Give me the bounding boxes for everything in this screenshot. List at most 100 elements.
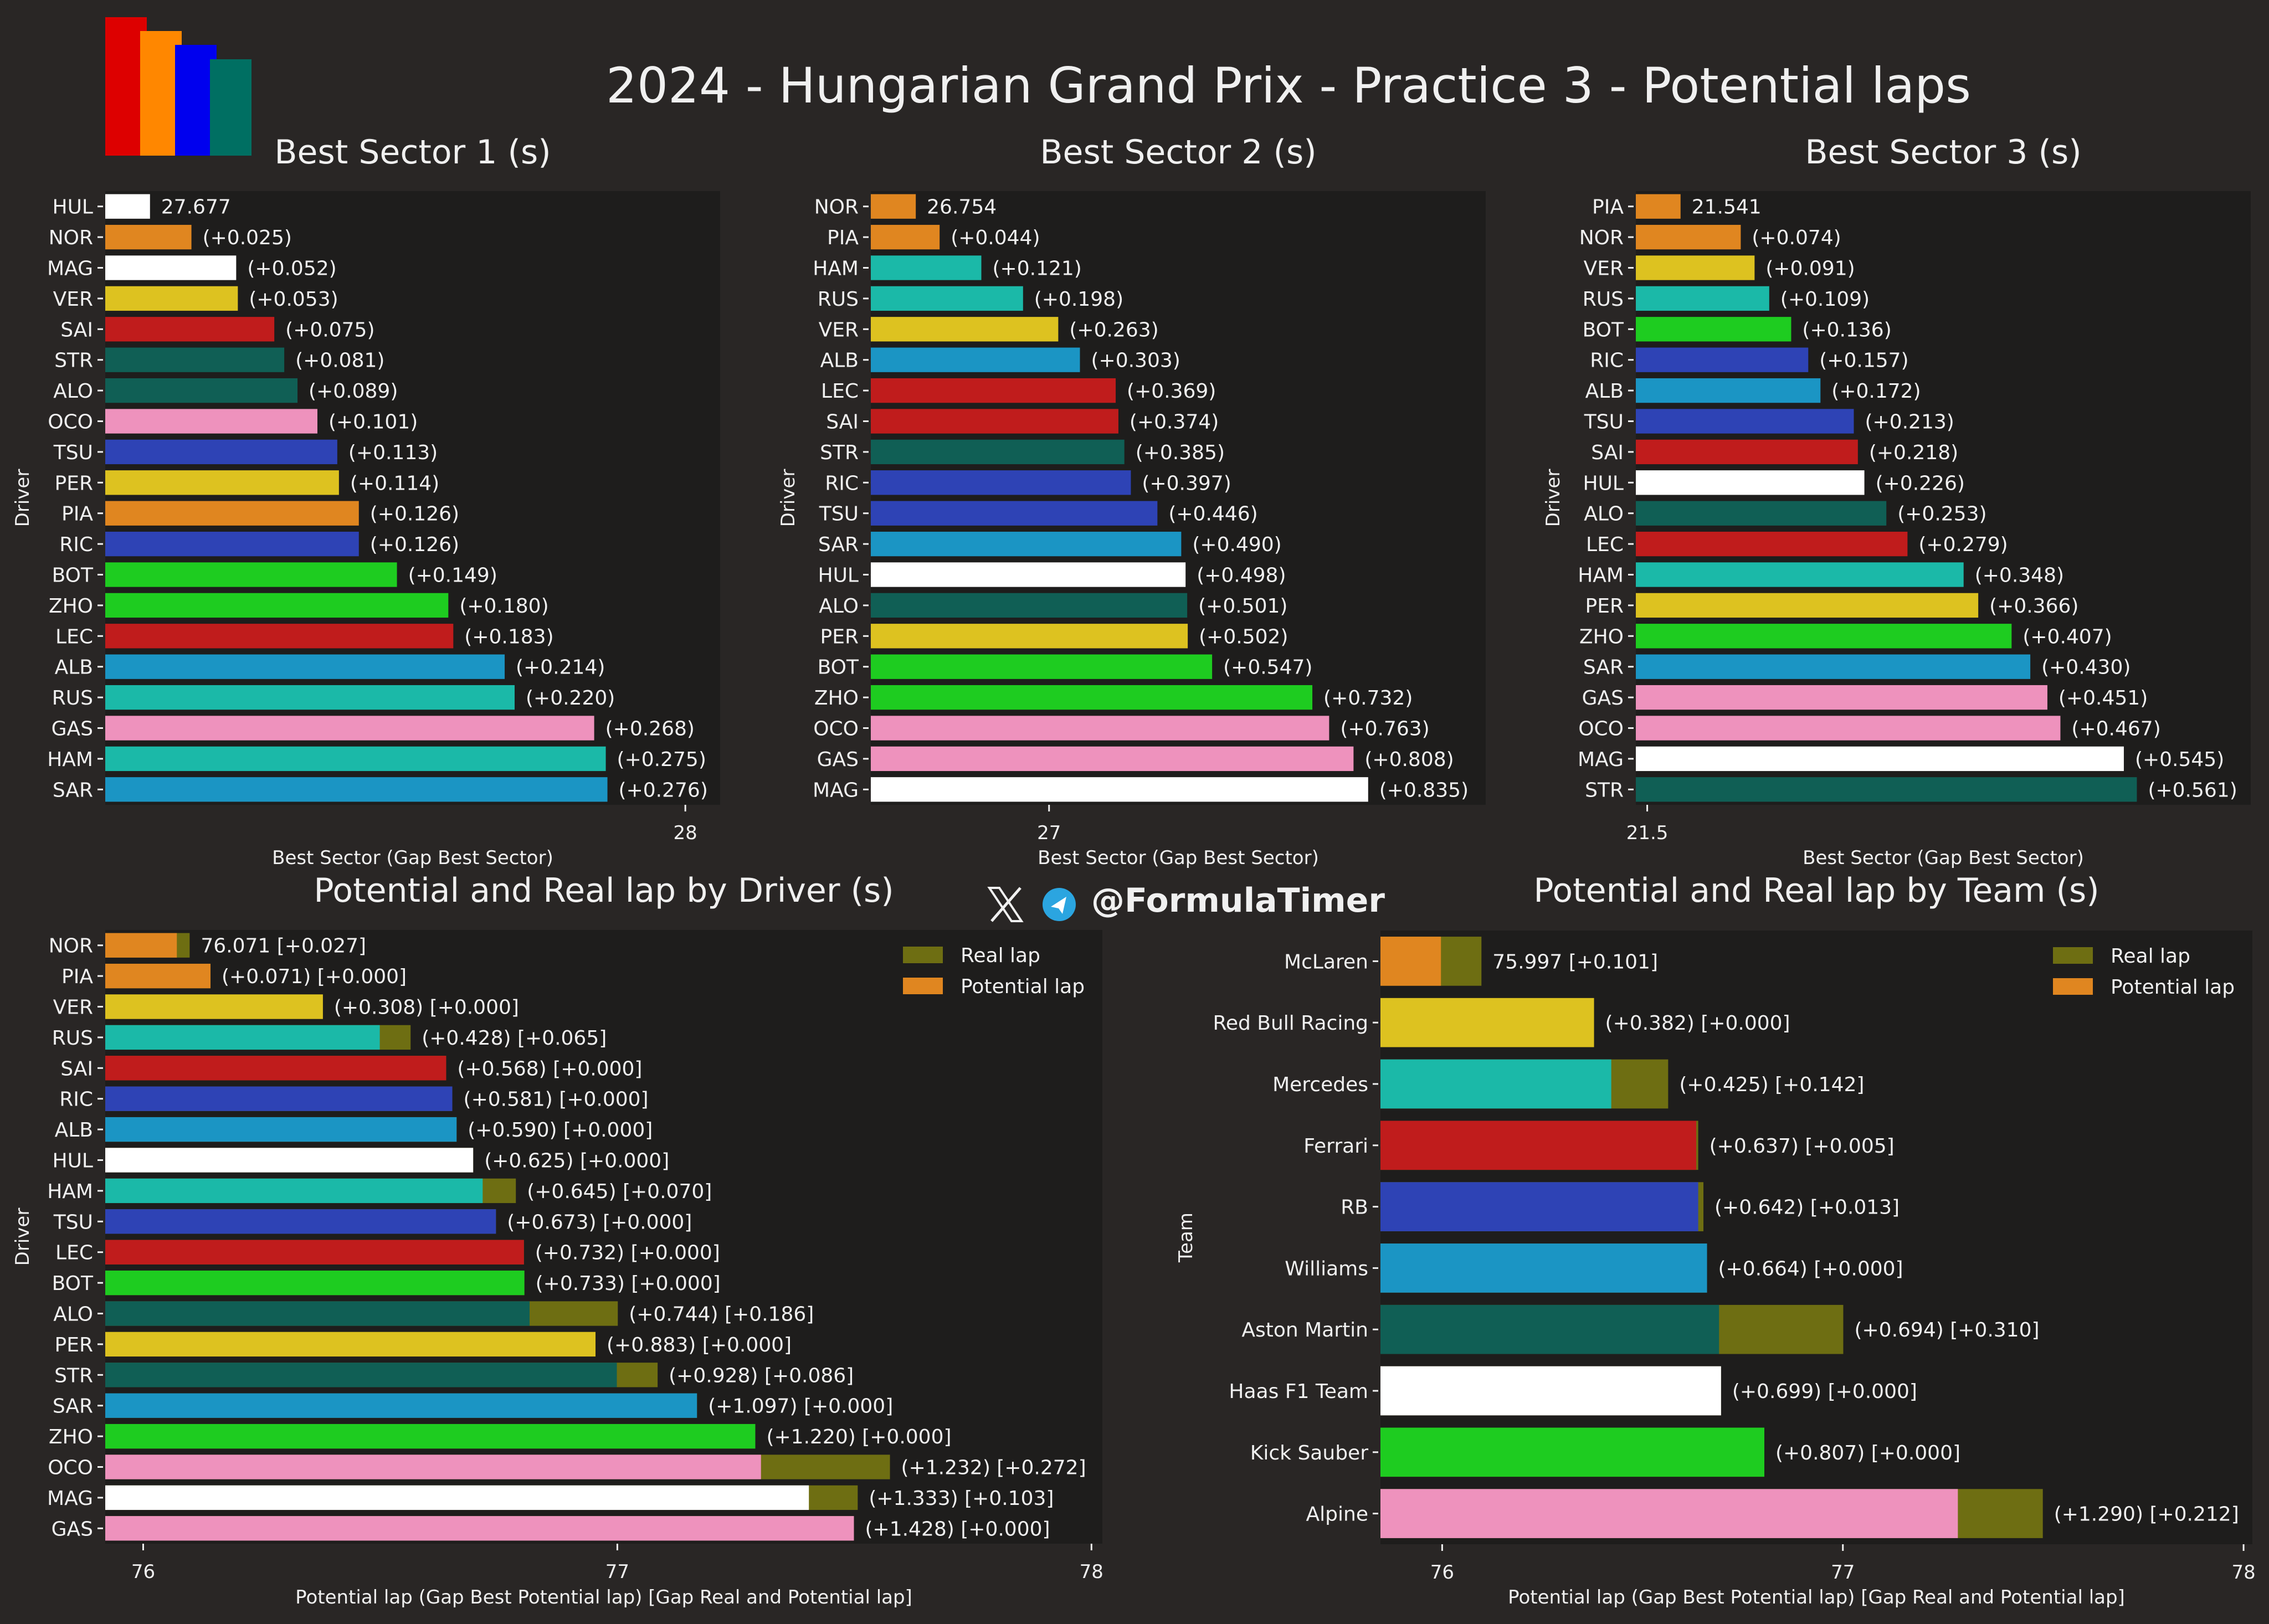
data-label: (+0.089)	[309, 380, 398, 403]
legend-swatch-potential	[2053, 978, 2093, 995]
category-label: RUS	[52, 1027, 93, 1050]
bar	[105, 777, 608, 802]
data-label: (+0.226)	[1876, 472, 1965, 495]
category-label: SAR	[53, 1395, 93, 1418]
data-label: (+0.075)	[285, 318, 374, 341]
y-axis-label: Driver	[12, 469, 34, 527]
category-label: PIA	[827, 227, 859, 249]
category-label: ZHO	[49, 1426, 93, 1448]
bar-potential-lap	[105, 1301, 530, 1326]
data-label: (+1.333) [+0.103]	[869, 1487, 1054, 1510]
bar	[871, 439, 1125, 465]
bar-row: PIA (+0.044)	[827, 224, 1040, 250]
category-label: LEC	[55, 1242, 93, 1265]
data-label: (+0.180)	[459, 595, 548, 618]
category-label: STR	[820, 441, 859, 464]
category-label: RUS	[1583, 288, 1624, 311]
data-label: (+0.581) [+0.000]	[464, 1088, 649, 1111]
bar	[1636, 409, 1854, 434]
data-label: (+0.218)	[1869, 441, 1958, 464]
bar	[1636, 593, 1979, 618]
bar	[871, 531, 1182, 557]
category-label: STR	[54, 1364, 93, 1387]
category-label: HAM	[47, 748, 93, 771]
bar-row: NOR 26.754	[814, 194, 997, 219]
legend-swatch-potential	[903, 978, 943, 994]
data-label: (+0.642) [+0.013]	[1714, 1196, 1900, 1219]
data-label: (+0.498)	[1197, 564, 1286, 587]
category-label: HUL	[818, 564, 859, 587]
bar-row: LEC (+0.279)	[1586, 531, 2008, 557]
category-label: SAR	[818, 533, 859, 556]
bar-row: RIC (+0.157)	[1590, 347, 1909, 372]
category-label: SAI	[60, 1057, 93, 1080]
bar	[1636, 501, 1887, 526]
bar-row: TSU (+0.446)	[819, 501, 1258, 526]
bar-row: BOT (+0.136)	[1583, 317, 1892, 342]
bar	[105, 317, 275, 342]
data-label: (+0.397)	[1142, 472, 1231, 495]
data-label: (+1.220) [+0.000]	[766, 1426, 951, 1448]
bar	[105, 378, 298, 403]
data-label: (+0.308) [+0.000]	[334, 996, 519, 1019]
x-tick-label: 76	[1430, 1561, 1454, 1584]
bar-row: OCO (+0.763)	[813, 716, 1430, 741]
bar	[105, 347, 285, 372]
bar	[871, 746, 1354, 772]
bar-row: ZHO (+0.180)	[49, 593, 549, 618]
data-label: (+0.279)	[1918, 533, 2008, 556]
bar	[1636, 317, 1791, 342]
category-label: NOR	[49, 227, 93, 249]
bar	[105, 746, 606, 772]
category-label: NOR	[49, 935, 93, 958]
data-label: 21.541	[1692, 196, 1762, 219]
category-label: ALB	[55, 656, 93, 679]
bar	[105, 593, 449, 618]
category-label: STR	[1585, 779, 1624, 801]
logo	[105, 17, 251, 156]
plot-area	[105, 191, 720, 805]
bar	[1636, 470, 1865, 495]
legend-label-potential: Potential lap	[2111, 976, 2235, 999]
bar-potential-lap	[1380, 1366, 1721, 1416]
x-tick-label: 78	[1080, 1561, 1103, 1583]
data-label: (+0.763)	[1340, 718, 1429, 741]
data-label: (+0.121)	[993, 258, 1082, 280]
bar	[105, 409, 317, 434]
category-label: MAG	[47, 1487, 93, 1510]
bar-row: ALB (+0.214)	[55, 654, 605, 679]
category-label: PER	[55, 472, 93, 495]
category-label: HAM	[47, 1180, 93, 1203]
bar	[871, 194, 916, 219]
category-label: TSU	[1584, 411, 1624, 434]
category-label: GAS	[817, 748, 859, 771]
category-label: HAM	[813, 258, 859, 280]
bar-row: BOT (+0.547)	[818, 654, 1312, 679]
category-label: VER	[1584, 258, 1624, 280]
plot-area	[1636, 191, 2251, 805]
data-label: (+0.673) [+0.000]	[507, 1211, 692, 1234]
category-label: PIA	[61, 965, 93, 988]
data-label: (+0.664) [+0.000]	[1718, 1257, 1903, 1280]
figure-title: 2024 - Hungarian Grand Prix - Practice 3…	[606, 57, 1971, 114]
bar-row: RUS (+0.428) [+0.065]	[52, 1025, 607, 1050]
data-label: (+0.052)	[247, 258, 336, 280]
bar	[871, 777, 1368, 802]
data-label: (+0.074)	[1752, 227, 1841, 249]
x-logo-icon	[987, 887, 1024, 922]
category-label: HUL	[53, 196, 93, 219]
data-label: (+0.303)	[1091, 350, 1180, 372]
bar	[105, 255, 237, 280]
category-label: RIC	[1590, 350, 1624, 372]
x-axis-label: Potential lap (Gap Best Potential lap) […	[295, 1586, 912, 1608]
bar-row: ZHO (+0.732)	[814, 685, 1413, 710]
bar	[105, 286, 238, 311]
data-label: (+0.428) [+0.065]	[422, 1027, 607, 1050]
category-label: Red Bull Racing	[1213, 1012, 1368, 1035]
x-tick-label: 78	[2231, 1561, 2255, 1584]
bar-row: ALB (+0.172)	[1585, 378, 1921, 403]
watermark: @FormulaTimer	[987, 881, 1385, 922]
bar-row: SAI (+0.075)	[60, 317, 375, 342]
x-axis-label: Best Sector (Gap Best Sector)	[1803, 847, 2084, 869]
data-label: (+0.835)	[1379, 779, 1469, 801]
